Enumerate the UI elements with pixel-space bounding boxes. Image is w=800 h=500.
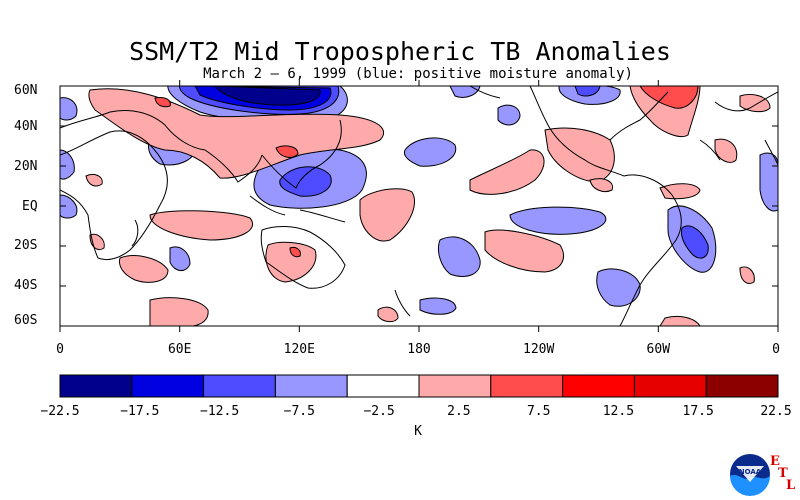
lon-label-0-east: 0 (772, 342, 780, 357)
lon-label-180: 180 (407, 342, 431, 357)
map-title: SSM/T2 Mid Tropospheric TB Anomalies (129, 37, 671, 66)
lat-label-20s: 20S (14, 238, 38, 253)
anomaly-blob (60, 194, 78, 219)
logo-agency-text: NOAA (739, 468, 762, 476)
colorbar-swatch (418, 374, 492, 398)
anomaly-blob (289, 247, 301, 258)
colorbar-label: 17.5 (682, 404, 714, 419)
anomaly-blob (214, 86, 321, 106)
lon-label-120w: 120W (523, 342, 555, 357)
anomaly-blob (739, 266, 755, 284)
anomaly-blob (589, 178, 614, 193)
anomaly-blob (403, 137, 457, 167)
anomaly-blob (509, 206, 607, 235)
coastlines (60, 86, 778, 326)
lon-label-60e: 60E (167, 342, 192, 357)
colorbar-swatch (59, 374, 133, 398)
anomaly-field (60, 86, 778, 326)
colorbar-swatch (274, 374, 348, 398)
colorbar-swatch (346, 374, 420, 398)
colorbar-swatch (490, 374, 564, 398)
anomaly-blob (497, 104, 521, 126)
logo-letter: T (778, 466, 788, 481)
logo-letter: L (786, 478, 796, 493)
colorbar-swatch (705, 374, 779, 398)
lat-label-40s: 40S (14, 278, 38, 293)
logo-letter: E (770, 454, 780, 469)
colorbar-frame (59, 374, 779, 398)
colorbar-swatch (633, 374, 707, 398)
colorbar (59, 374, 779, 398)
lat-label-40n: 40N (14, 119, 38, 134)
anomaly-blob (119, 255, 169, 283)
colorbar-label: −2.5 (363, 404, 395, 419)
anomaly-blob (149, 210, 253, 241)
lat-label-60n: 60N (14, 83, 38, 98)
anomaly-blob (659, 183, 701, 200)
colorbar-swatch (562, 374, 635, 398)
anomaly-blob (469, 149, 545, 195)
anomaly-blob (169, 246, 191, 271)
anomaly-blob (437, 236, 481, 277)
colorbar-label: −12.5 (200, 404, 240, 419)
anomaly-blob (265, 241, 317, 283)
anomaly-blob (681, 225, 709, 259)
colorbar-label: −7.5 (283, 404, 315, 419)
anomaly-blob (639, 86, 699, 109)
anomaly-blob (359, 188, 415, 242)
noaa-etl-logo: NOAA E T L (728, 452, 796, 496)
lat-label-60s: 60S (14, 313, 38, 328)
lat-label-eq: EQ (22, 199, 38, 214)
anomaly-blob (714, 138, 738, 163)
anomaly-blob (85, 173, 103, 187)
colorbar-label: 7.5 (526, 404, 551, 419)
colorbar-unit: K (414, 424, 422, 439)
anomaly-blob (544, 127, 615, 183)
colorbar-label: −22.5 (40, 404, 80, 419)
anomaly-blob (149, 297, 209, 326)
lon-label-120e: 120E (283, 342, 315, 357)
map-subtitle: March 2 – 6, 1999 (blue: positive moistu… (203, 66, 633, 82)
anomaly-blob (60, 97, 78, 121)
lon-label-0: 0 (56, 342, 64, 357)
anomaly-blob (449, 86, 481, 98)
colorbar-swatch (203, 374, 276, 398)
anomaly-blob (759, 152, 778, 212)
anomaly-blob (484, 229, 564, 273)
anomaly-blob (739, 94, 771, 113)
colorbar-label: 22.5 (760, 404, 792, 419)
lat-label-20n: 20N (14, 159, 38, 174)
colorbar-label: 2.5 (447, 404, 471, 419)
map-ticks (59, 80, 779, 332)
anomaly-blob (275, 145, 299, 158)
anomaly-blob (419, 297, 457, 315)
lon-label-60w: 60W (646, 342, 671, 357)
anomaly-blob (659, 315, 701, 326)
anomaly-blob (596, 268, 641, 307)
anomaly-blob (60, 149, 75, 180)
noaa-logo-icon: NOAA (730, 454, 770, 496)
colorbar-label: 12.5 (602, 404, 635, 419)
anomaly-blob (279, 166, 332, 197)
anomaly-blob (377, 306, 399, 323)
colorbar-label: −17.5 (120, 404, 160, 419)
anomaly-blob (154, 97, 171, 108)
colorbar-swatch (131, 374, 205, 398)
